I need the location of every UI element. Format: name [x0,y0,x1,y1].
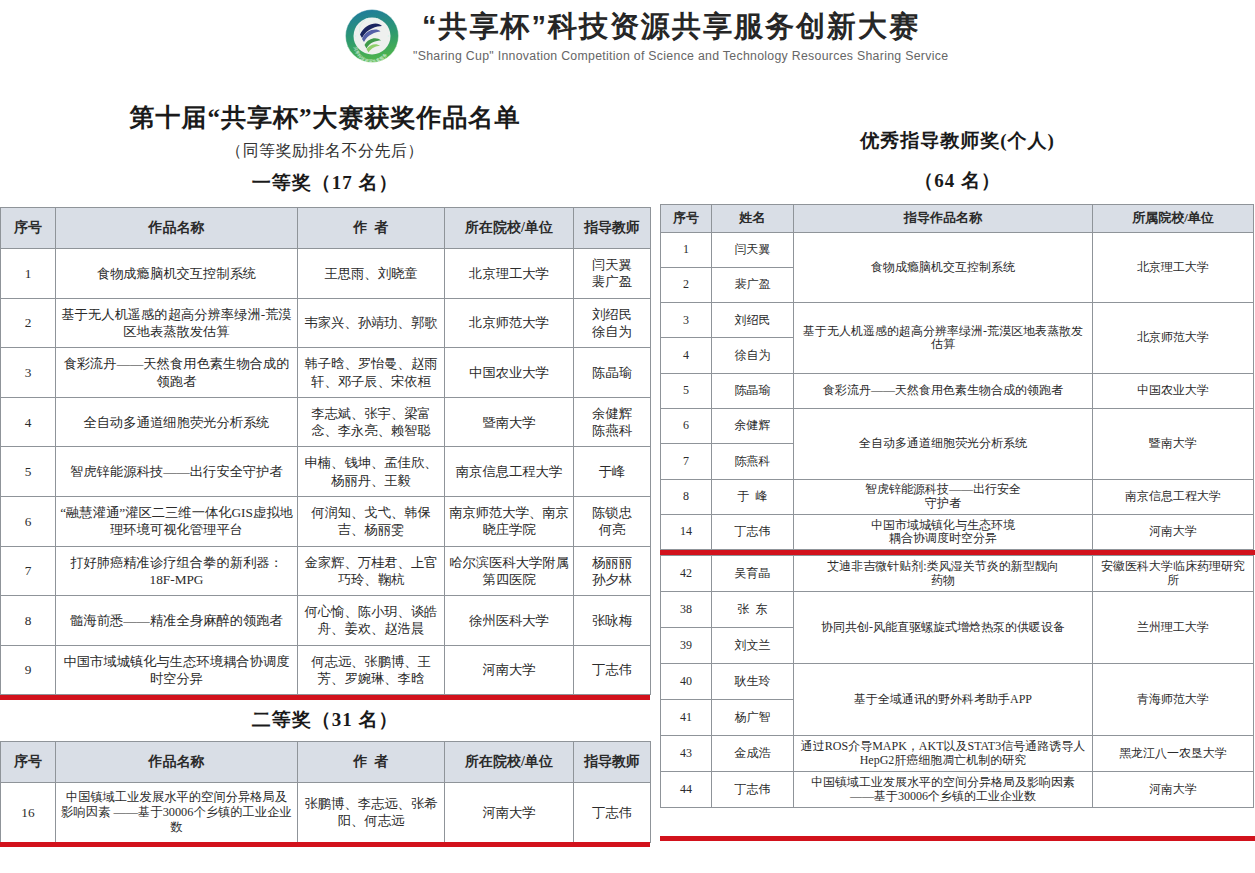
svg-text:※✻※: ※✻※ [364,17,380,24]
